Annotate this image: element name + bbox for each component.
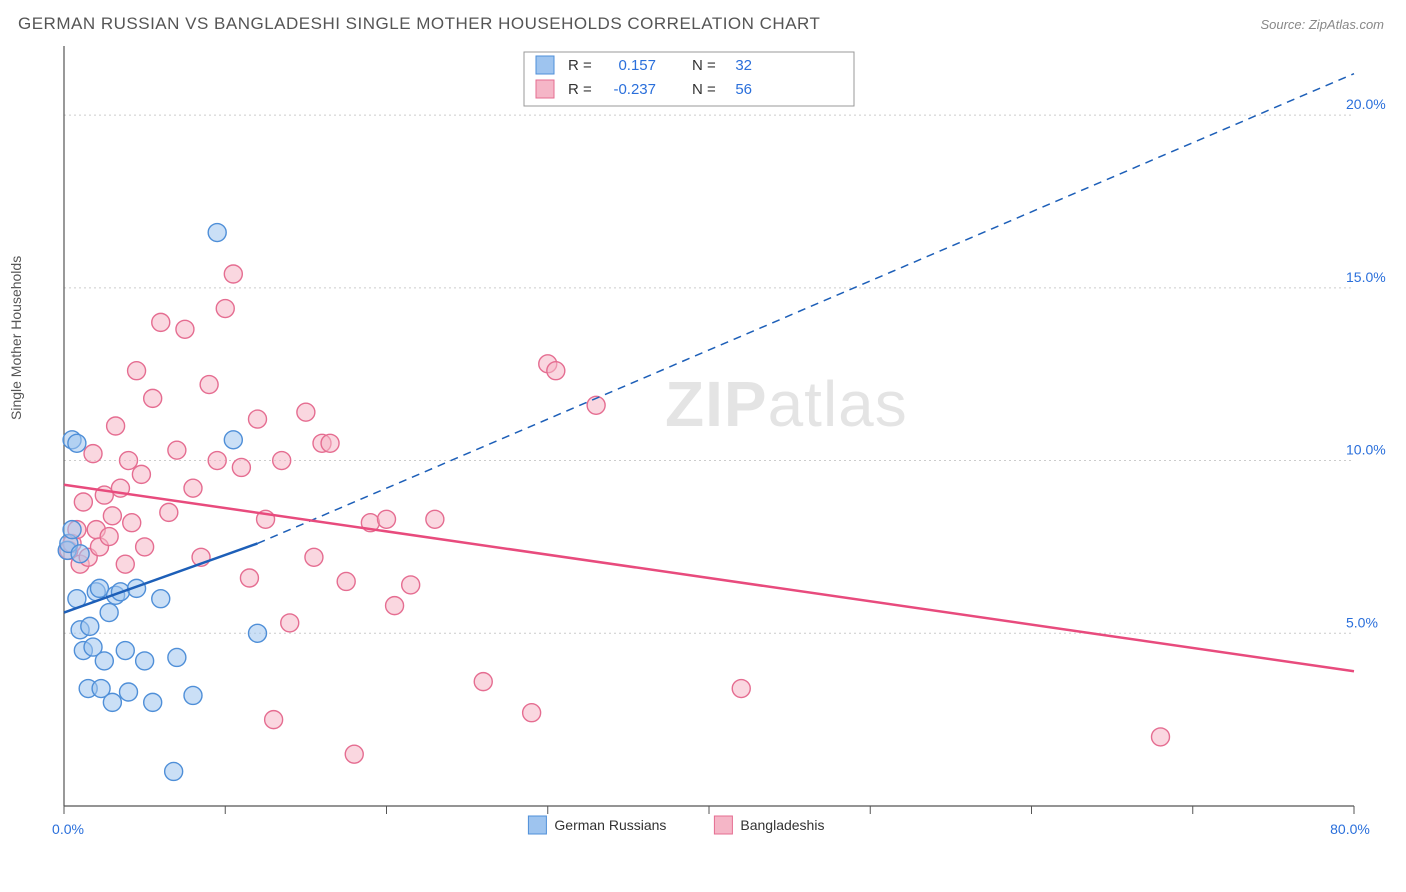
legend-swatch [536, 80, 554, 98]
data-point [208, 452, 226, 470]
data-point [249, 410, 267, 428]
x-tick-label: 80.0% [1330, 821, 1370, 837]
watermark: ZIPatlas [665, 368, 908, 440]
data-point [426, 510, 444, 528]
data-point [216, 300, 234, 318]
chart-area: Single Mother Households 5.0%10.0%15.0%2… [18, 46, 1388, 874]
scatter-chart: 5.0% 10.0% 15.0% 20.0% 0.0% 80.0% ZIPatlas R = 0… [18, 46, 1388, 874]
data-point [176, 320, 194, 338]
data-point [224, 431, 242, 449]
data-point [68, 434, 86, 452]
stats-label: N = [692, 81, 716, 98]
stats-label: R = [568, 57, 592, 74]
data-point [281, 614, 299, 632]
data-point [240, 569, 258, 587]
data-point [103, 693, 121, 711]
data-point [160, 503, 178, 521]
data-point [297, 403, 315, 421]
data-point [95, 652, 113, 670]
stats-label: N = [692, 57, 716, 74]
data-point [345, 745, 363, 763]
chart-source: Source: ZipAtlas.com [1260, 17, 1384, 32]
data-point [120, 683, 138, 701]
stats-n-value: 56 [735, 81, 752, 98]
data-point [123, 514, 141, 532]
stats-n-value: 32 [735, 57, 752, 74]
data-point [184, 686, 202, 704]
stats-r-value: 0.157 [618, 57, 656, 74]
data-point [402, 576, 420, 594]
chart-header: GERMAN RUSSIAN VS BANGLADESHI SINGLE MOT… [0, 0, 1406, 42]
data-point [321, 434, 339, 452]
data-point [184, 479, 202, 497]
data-point [152, 313, 170, 331]
stats-label: R = [568, 81, 592, 98]
x-tick-label: 0.0% [52, 821, 84, 837]
data-point [386, 597, 404, 615]
data-point [136, 652, 154, 670]
data-point [523, 704, 541, 722]
data-point [63, 521, 81, 539]
data-point [71, 545, 89, 563]
data-point [273, 452, 291, 470]
y-tick-label: 10.0% [1346, 442, 1386, 458]
data-point [128, 362, 146, 380]
data-point [224, 265, 242, 283]
trend-line-dash [258, 74, 1355, 544]
data-point [144, 389, 162, 407]
data-point [90, 579, 108, 597]
data-point [84, 445, 102, 463]
legend-swatch [714, 816, 732, 834]
chart-title: GERMAN RUSSIAN VS BANGLADESHI SINGLE MOT… [18, 14, 820, 34]
data-point [116, 642, 134, 660]
data-point [168, 648, 186, 666]
data-point [81, 617, 99, 635]
data-point [208, 224, 226, 242]
data-point [144, 693, 162, 711]
data-point [232, 458, 250, 476]
stats-r-value: -0.237 [613, 81, 656, 98]
data-point [100, 528, 118, 546]
data-point [74, 493, 92, 511]
data-point [474, 673, 492, 691]
data-point [132, 465, 150, 483]
data-point [120, 452, 138, 470]
data-point [378, 510, 396, 528]
data-point [265, 711, 283, 729]
data-point [116, 555, 134, 573]
y-axis-label: Single Mother Households [8, 256, 24, 420]
y-tick-label: 15.0% [1346, 269, 1386, 285]
legend-label: Bangladeshis [740, 817, 824, 833]
data-point [165, 762, 183, 780]
data-point [152, 590, 170, 608]
data-point [547, 362, 565, 380]
data-point [305, 548, 323, 566]
data-point [732, 680, 750, 698]
data-point [136, 538, 154, 556]
data-point [1152, 728, 1170, 746]
y-tick-label: 20.0% [1346, 96, 1386, 112]
data-point [168, 441, 186, 459]
data-point [107, 417, 125, 435]
y-tick-label: 5.0% [1346, 614, 1378, 630]
data-point [103, 507, 121, 525]
legend-swatch [528, 816, 546, 834]
data-point [337, 572, 355, 590]
legend-label: German Russians [554, 817, 666, 833]
data-point [100, 604, 118, 622]
legend-swatch [536, 56, 554, 74]
data-point [200, 376, 218, 394]
data-point [249, 624, 267, 642]
